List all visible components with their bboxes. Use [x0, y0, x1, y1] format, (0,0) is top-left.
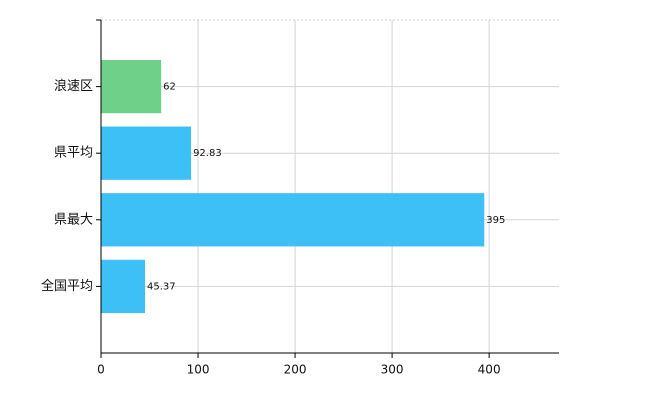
value-label: 45.37: [147, 281, 176, 292]
bar: [101, 259, 146, 314]
y-tick-label: 県最大: [54, 212, 93, 227]
bar: [101, 126, 192, 180]
y-tick-label: 浪速区: [54, 79, 93, 94]
value-label: 62: [163, 82, 176, 93]
x-tick-label: 300: [381, 363, 404, 377]
value-label: 92.83: [193, 148, 222, 159]
x-tick-label: 100: [187, 363, 210, 377]
x-tick-label: 0: [97, 363, 105, 377]
bar: [101, 59, 162, 114]
x-tick-label: 400: [478, 363, 501, 377]
y-tick-label: 県平均: [54, 146, 93, 161]
x-tick-label: 200: [284, 363, 307, 377]
y-tick-label: 全国平均: [41, 278, 93, 294]
bar: [101, 193, 485, 247]
value-label: 395: [486, 215, 505, 226]
